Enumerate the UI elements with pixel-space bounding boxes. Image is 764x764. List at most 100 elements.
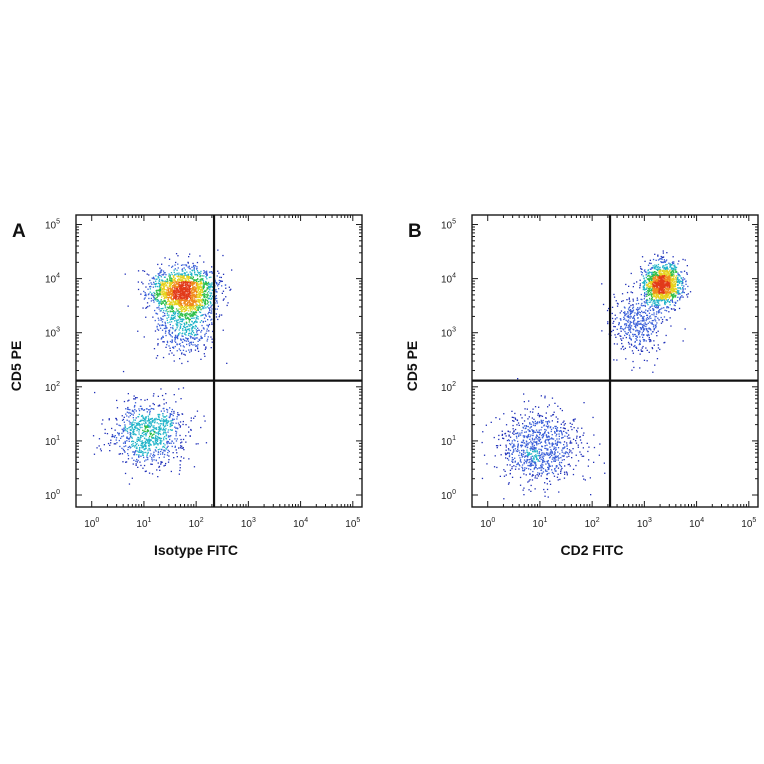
y-tick-label-base: 10 xyxy=(45,329,57,340)
event-point xyxy=(152,402,154,405)
event-point xyxy=(190,420,192,422)
event-point xyxy=(124,472,127,475)
event-point xyxy=(136,446,138,448)
event-point xyxy=(649,275,651,277)
event-point xyxy=(662,252,664,254)
event-point xyxy=(651,331,654,333)
event-point xyxy=(185,340,188,342)
event-point xyxy=(183,308,185,310)
event-point xyxy=(654,292,656,294)
event-point xyxy=(659,268,661,271)
event-point xyxy=(632,311,634,313)
event-point xyxy=(176,313,179,315)
event-point xyxy=(189,253,191,255)
event-point xyxy=(188,330,191,332)
event-point xyxy=(118,434,120,436)
event-point xyxy=(181,314,183,316)
event-point xyxy=(169,274,171,276)
x-tick-label-base: 10 xyxy=(84,519,96,530)
event-point xyxy=(670,299,672,301)
event-point xyxy=(209,287,211,289)
event-point xyxy=(178,304,180,306)
event-point xyxy=(180,288,182,290)
event-point xyxy=(205,276,207,278)
event-point xyxy=(146,456,148,458)
event-point xyxy=(184,269,186,271)
event-point xyxy=(633,314,636,317)
event-point xyxy=(137,423,139,425)
event-point xyxy=(190,290,192,293)
event-point xyxy=(159,302,161,305)
event-point xyxy=(189,273,192,276)
event-point xyxy=(163,446,166,448)
event-point xyxy=(632,304,634,306)
event-point xyxy=(671,272,673,274)
event-point xyxy=(177,337,179,340)
event-point xyxy=(659,293,662,295)
event-point xyxy=(199,287,201,289)
event-point xyxy=(175,290,177,292)
event-point xyxy=(126,419,128,421)
event-point xyxy=(155,417,157,420)
event-point xyxy=(178,284,180,287)
event-point xyxy=(190,324,193,326)
event-point xyxy=(177,319,179,321)
event-point xyxy=(149,455,151,457)
x-tick-label: 101 xyxy=(136,517,151,530)
event-point xyxy=(171,291,174,293)
event-point xyxy=(662,256,664,258)
event-point xyxy=(216,275,218,277)
event-point xyxy=(179,288,181,290)
event-point xyxy=(134,426,137,428)
event-point xyxy=(659,282,661,285)
event-point xyxy=(134,398,136,400)
x-tick-label: 100 xyxy=(84,517,99,530)
event-point xyxy=(664,270,666,272)
event-point xyxy=(152,441,154,443)
event-point xyxy=(171,304,174,306)
event-point xyxy=(183,326,185,328)
event-point xyxy=(644,288,646,290)
event-point xyxy=(180,294,182,297)
event-point xyxy=(165,402,167,404)
event-point xyxy=(188,307,191,309)
event-point xyxy=(162,341,164,343)
event-point xyxy=(181,323,183,326)
event-point xyxy=(177,293,179,295)
event-point xyxy=(682,277,684,279)
event-point xyxy=(161,440,163,442)
event-point xyxy=(156,307,158,309)
event-point xyxy=(137,270,140,272)
event-point xyxy=(138,455,140,458)
event-point xyxy=(180,297,182,299)
event-point xyxy=(175,449,177,451)
event-point xyxy=(133,451,135,453)
event-point xyxy=(657,259,660,261)
event-point xyxy=(656,282,658,284)
event-point xyxy=(123,421,125,423)
event-point xyxy=(181,292,183,295)
event-point xyxy=(145,419,147,421)
event-point xyxy=(176,336,179,338)
event-point xyxy=(645,276,647,279)
event-point xyxy=(686,296,689,298)
event-point xyxy=(145,444,147,446)
event-point xyxy=(171,281,173,283)
event-point xyxy=(196,309,198,312)
event-point xyxy=(666,307,668,309)
event-point xyxy=(193,417,195,419)
event-point xyxy=(186,290,188,292)
event-point xyxy=(122,461,124,463)
event-point xyxy=(171,408,173,411)
event-point xyxy=(115,437,118,439)
event-point xyxy=(173,360,175,362)
event-point xyxy=(160,285,162,287)
event-point xyxy=(130,412,132,414)
event-point xyxy=(148,437,150,439)
event-point xyxy=(140,436,142,439)
event-point xyxy=(651,320,653,322)
event-point xyxy=(181,280,183,282)
event-point xyxy=(661,287,663,289)
event-point xyxy=(674,309,676,311)
event-point xyxy=(635,335,637,337)
